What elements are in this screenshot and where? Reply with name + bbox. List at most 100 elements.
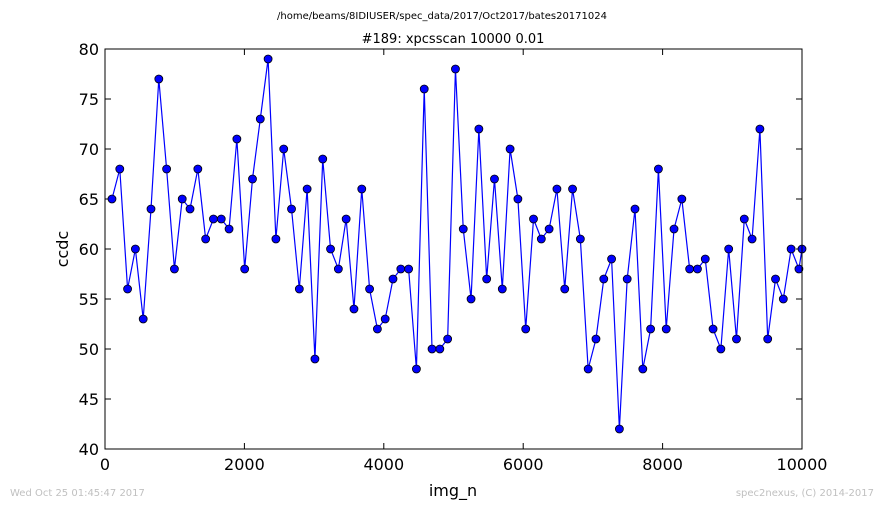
- data-point: [739, 214, 749, 224]
- data-point: [240, 264, 250, 274]
- data-point: [529, 214, 538, 224]
- data-point: [427, 344, 437, 354]
- axis-ticks: [104, 48, 803, 450]
- data-point: [279, 144, 289, 154]
- data-point: [287, 204, 296, 214]
- data-point: [732, 334, 741, 344]
- data-point: [372, 324, 382, 334]
- data-point: [708, 324, 718, 334]
- data-point: [716, 344, 726, 354]
- data-point: [693, 264, 702, 274]
- data-point: [763, 334, 773, 344]
- data-point: [591, 334, 601, 344]
- data-point: [396, 264, 406, 274]
- data-point: [177, 194, 187, 204]
- data-point: [333, 264, 343, 274]
- data-point: [521, 324, 531, 334]
- data-point: [224, 224, 234, 234]
- x-axis-label: img_n: [429, 481, 477, 501]
- y-tick-label: 65: [79, 190, 99, 209]
- data-point: [482, 274, 492, 284]
- x-tick-label: 4000: [363, 455, 404, 474]
- data-point: [630, 204, 640, 214]
- data-point: [661, 324, 671, 334]
- data-point: [677, 194, 687, 204]
- data-point: [341, 214, 351, 224]
- data-point: [638, 364, 648, 374]
- data-point: [357, 184, 367, 194]
- y-axis-label: ccdc: [53, 231, 72, 268]
- data-point: [685, 264, 695, 274]
- data-point: [380, 314, 390, 324]
- data-point: [154, 74, 164, 84]
- data-point: [568, 184, 577, 194]
- data-point: [497, 284, 507, 294]
- data-point: [146, 204, 156, 214]
- data-point: [201, 234, 211, 244]
- data-point: [349, 304, 359, 314]
- data-point: [614, 424, 624, 434]
- data-point: [107, 194, 117, 204]
- y-tick-label: 45: [79, 390, 99, 409]
- x-tick-label: 10000: [777, 455, 828, 474]
- y-tick-label: 70: [79, 140, 99, 159]
- data-point: [490, 174, 499, 184]
- data-point: [232, 134, 242, 144]
- data-point: [560, 284, 570, 294]
- data-point: [294, 284, 304, 294]
- data-point: [466, 294, 476, 304]
- data-point: [365, 284, 374, 294]
- data-point: [412, 364, 421, 374]
- data-point: [138, 314, 148, 324]
- data-point: [209, 214, 218, 224]
- series-line: [111, 58, 803, 430]
- chart-title: #189: xpcsscan 10000 0.01: [362, 32, 545, 47]
- data-point: [302, 184, 312, 194]
- data-point: [310, 354, 320, 364]
- data-point: [193, 164, 203, 174]
- data-point: [646, 324, 656, 334]
- data-point: [216, 214, 226, 224]
- data-point: [185, 204, 195, 214]
- data-point: [458, 224, 468, 234]
- data-point: [778, 294, 788, 304]
- data-point: [443, 334, 453, 344]
- data-point: [575, 234, 585, 244]
- data-point: [435, 344, 445, 354]
- footer-credit: spec2nexus, (C) 2014-2017: [735, 488, 874, 499]
- data-point: [248, 174, 257, 184]
- data-point: [599, 274, 609, 284]
- data-point: [451, 64, 460, 74]
- data-point: [115, 164, 125, 174]
- data-point: [544, 224, 554, 234]
- y-tick-label: 80: [79, 40, 99, 59]
- data-point: [474, 124, 484, 134]
- series-markers: [107, 54, 807, 434]
- data-point: [130, 244, 140, 254]
- data-point: [700, 254, 710, 264]
- data-point: [622, 274, 632, 284]
- y-tick-label: 60: [79, 240, 99, 259]
- data-point: [123, 284, 132, 294]
- data-point: [794, 264, 804, 274]
- data-point: [255, 114, 265, 124]
- data-point: [419, 84, 429, 94]
- data-point: [747, 234, 757, 244]
- data-point: [326, 244, 335, 254]
- axis-tick-labels: 0 2000 4000 6000 8000 10000 40 45 50 55 60 65 70 75 80: [79, 40, 828, 474]
- data-point: [786, 244, 796, 254]
- data-point: [583, 364, 593, 374]
- data-point: [170, 264, 179, 274]
- data-point: [271, 234, 281, 244]
- data-point: [263, 54, 273, 64]
- data-point: [536, 234, 546, 244]
- data-point: [724, 244, 734, 254]
- y-tick-label: 40: [79, 440, 99, 459]
- plot-frame: [104, 48, 803, 450]
- data-point: [513, 194, 523, 204]
- footer-timestamp: Wed Oct 25 01:45:47 2017: [10, 488, 145, 499]
- x-tick-label: 8000: [642, 455, 683, 474]
- data-point: [388, 274, 398, 284]
- data-point: [669, 224, 679, 234]
